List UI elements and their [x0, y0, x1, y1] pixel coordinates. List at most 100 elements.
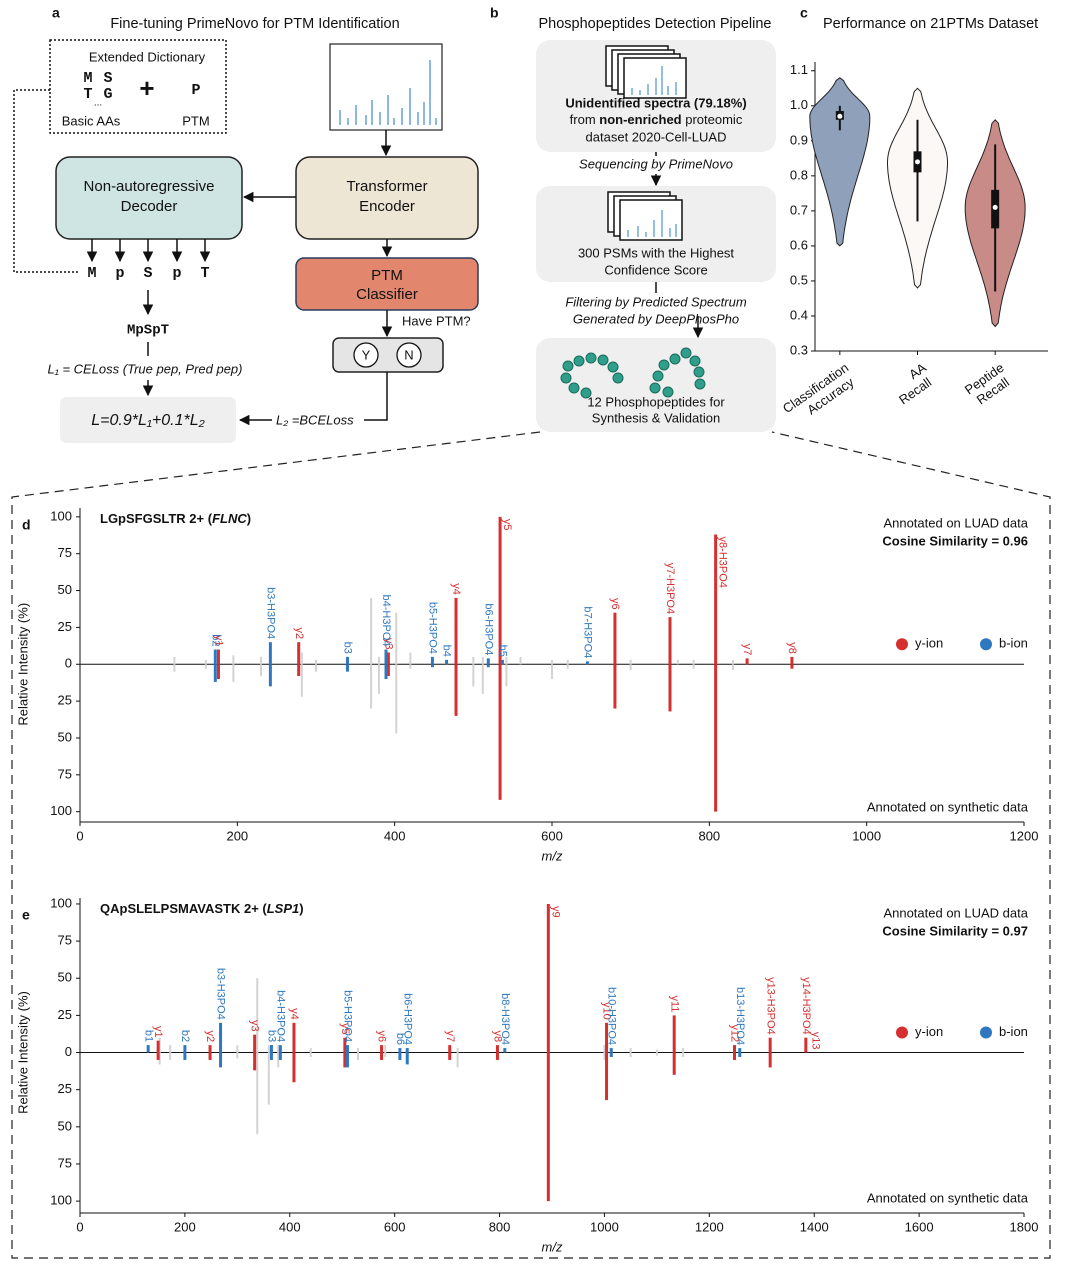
- ion-label: y13-H3PO4: [764, 977, 776, 1034]
- y-tick-label: 0.6: [790, 237, 808, 252]
- ion-label: y7-H3PO4: [664, 563, 676, 614]
- step-text: Generated by DeepPhosPho: [573, 311, 739, 326]
- dictionary-box: [49, 39, 227, 134]
- annotation-top: Annotated on LUAD data: [883, 905, 1028, 920]
- x-tick-label: 1800: [1010, 1219, 1039, 1234]
- x-tick-label-group: PeptideRecall: [962, 360, 1012, 408]
- ion-label: y14-H3PO4: [800, 977, 812, 1034]
- ion-label: y3: [249, 1020, 261, 1032]
- box-text: 12 Phosphopeptides for: [587, 394, 725, 409]
- token: M: [87, 265, 96, 282]
- y-tick-label: 0.3: [790, 342, 808, 357]
- x-tick-label: 1000: [852, 828, 881, 843]
- classifier-label: PTM: [371, 267, 403, 284]
- ion-label: y1: [152, 1026, 164, 1038]
- ion-label: b10-H3PO4: [605, 987, 617, 1045]
- x-tick-label: 0: [76, 1219, 83, 1234]
- box-text: 300 PSMs with the Highest: [578, 245, 734, 260]
- plus: +: [139, 73, 154, 103]
- panel-title: Phosphopeptides Detection Pipeline: [539, 16, 772, 32]
- x-tick-label: AARecall: [888, 360, 938, 408]
- y-tick-label: 50: [58, 970, 72, 985]
- step-text: Sequencing by PrimeNovo: [579, 156, 733, 171]
- y-tick-label: 0: [65, 656, 72, 671]
- x-tick-label-group: ClassificationAccuracy: [780, 360, 860, 429]
- ion-label: b7-H3PO4: [581, 606, 593, 658]
- ion-label: y7: [741, 644, 753, 656]
- y-tick-label: 0.5: [790, 272, 808, 287]
- y-tick-label: 0.8: [790, 167, 808, 182]
- y-tick-label: 25: [58, 1081, 72, 1096]
- basic-label: Basic AAs: [62, 113, 121, 128]
- y-tick-label: 0.9: [790, 132, 808, 147]
- x-tick-label: 1600: [905, 1219, 934, 1234]
- panel-letter: d: [22, 517, 31, 533]
- x-tick-label: 0: [76, 828, 83, 843]
- token: p: [172, 265, 181, 282]
- ion-label: b6-H3PO4: [482, 603, 494, 655]
- x-tick-label: 600: [384, 1219, 406, 1234]
- ion-label: y7: [444, 1030, 456, 1042]
- question: Have PTM?: [402, 313, 471, 328]
- panel-title: Fine-tuning PrimeNovo for PTM Identifica…: [110, 16, 399, 32]
- yes-circle: [353, 342, 379, 368]
- y-axis-label: Relative Intensity (%): [15, 991, 30, 1114]
- legend-label: b-ion: [999, 1024, 1028, 1039]
- amino-acid: T: [83, 86, 92, 103]
- y-tick-label: 50: [58, 1118, 72, 1133]
- ion-label: y8: [786, 642, 798, 654]
- legend-marker: [980, 1026, 992, 1039]
- box-text: Confidence Score: [604, 262, 707, 277]
- amino-acid: S: [103, 70, 112, 87]
- x-tick-label: 800: [489, 1219, 511, 1234]
- ion-label: y4: [450, 583, 462, 595]
- panel-letter: e: [22, 907, 30, 923]
- ion-label: b4: [441, 645, 453, 657]
- token: S: [143, 265, 152, 282]
- annotation-bottom: Annotated on synthetic data: [867, 1190, 1029, 1205]
- legend-label: b-ion: [999, 636, 1028, 651]
- x-tick-label: 1400: [800, 1219, 829, 1234]
- x-tick-label: 1200: [695, 1219, 724, 1234]
- loss2: L₂ =BCELoss: [276, 412, 354, 427]
- amino-acid: G: [103, 86, 112, 103]
- ellipsis: ...: [94, 98, 102, 109]
- x-tick-label: ClassificationAccuracy: [780, 360, 860, 429]
- x-tick-label: 800: [698, 828, 720, 843]
- text-part: non-enriched: [599, 112, 681, 127]
- title-part: ): [247, 511, 251, 526]
- step-text: Filtering by Predicted Spectrum: [565, 294, 747, 309]
- legend-marker: [896, 1026, 908, 1039]
- ion-label: b2: [209, 634, 221, 646]
- title-part: LSP1: [267, 901, 300, 916]
- annotation-bottom: Annotated on synthetic data: [867, 799, 1029, 814]
- text-part: from: [570, 112, 600, 127]
- y-axis-label: Relative Intensity (%): [15, 603, 30, 726]
- ion-label: y9: [549, 906, 561, 918]
- ion-label: b3-H3PO4: [264, 587, 276, 639]
- spectrum-title: QApSLELPSMAVASTK 2+ (LSP1): [100, 901, 304, 916]
- ion-label: y6: [609, 598, 621, 610]
- ion-label: y13: [809, 1032, 821, 1050]
- ion-label: b8-H3PO4: [499, 993, 511, 1045]
- x-axis-label: m/z: [542, 1239, 563, 1254]
- x-tick-label: 200: [174, 1219, 196, 1234]
- panel-title: Performance on 21PTMs Dataset: [823, 16, 1038, 32]
- ion-label: b5-H3PO4: [427, 602, 439, 654]
- ion-label: b3-H3PO4: [215, 968, 227, 1020]
- ion-label: y1: [213, 635, 225, 647]
- y-tick-label: 75: [58, 933, 72, 948]
- y-tick-label: 25: [58, 619, 72, 634]
- encoder-label: Encoder: [359, 198, 415, 215]
- ion-label: y8: [492, 1030, 504, 1042]
- legend-label: y-ion: [915, 636, 943, 651]
- median: [837, 113, 843, 119]
- legend-marker: [980, 638, 992, 651]
- similarity: Cosine Similarity = 0.96: [882, 533, 1028, 548]
- ion-label: y4: [288, 1008, 300, 1020]
- encoder-label: Transformer: [346, 178, 427, 195]
- ion-label: y11: [668, 995, 680, 1012]
- ion-label: y8-H3PO4: [717, 537, 729, 588]
- x-tick-label-group: AARecall: [888, 360, 938, 408]
